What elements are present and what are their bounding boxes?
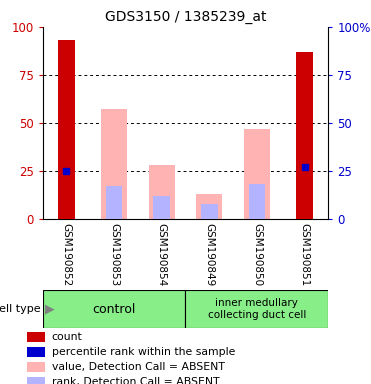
Bar	[201, 204, 218, 219]
Bar	[196, 194, 222, 219]
Bar	[149, 165, 175, 219]
Text: rank, Detection Call = ABSENT: rank, Detection Call = ABSENT	[52, 377, 219, 384]
Bar	[58, 40, 75, 219]
Bar	[27, 347, 45, 357]
Bar	[27, 377, 45, 384]
Text: GSM190853: GSM190853	[109, 223, 119, 286]
Bar	[101, 109, 127, 219]
Text: GSM190852: GSM190852	[62, 223, 72, 286]
Bar	[27, 332, 45, 341]
Text: value, Detection Call = ABSENT: value, Detection Call = ABSENT	[52, 362, 224, 372]
Bar	[244, 129, 270, 219]
Bar	[186, 290, 328, 328]
Text: GSM190849: GSM190849	[204, 223, 214, 286]
Bar	[296, 52, 313, 219]
Text: ▶: ▶	[45, 303, 54, 316]
Text: GSM190851: GSM190851	[299, 223, 309, 286]
Text: GSM190854: GSM190854	[157, 223, 167, 286]
Text: percentile rank within the sample: percentile rank within the sample	[52, 347, 235, 357]
Bar	[27, 362, 45, 372]
Text: control: control	[92, 303, 136, 316]
Bar	[43, 290, 186, 328]
Bar	[106, 186, 122, 219]
Text: inner medullary
collecting duct cell: inner medullary collecting duct cell	[208, 298, 306, 320]
Text: cell type: cell type	[0, 304, 41, 314]
Bar	[153, 196, 170, 219]
Text: count: count	[52, 332, 82, 342]
Title: GDS3150 / 1385239_at: GDS3150 / 1385239_at	[105, 10, 266, 25]
Text: GSM190850: GSM190850	[252, 223, 262, 286]
Bar	[249, 184, 265, 219]
